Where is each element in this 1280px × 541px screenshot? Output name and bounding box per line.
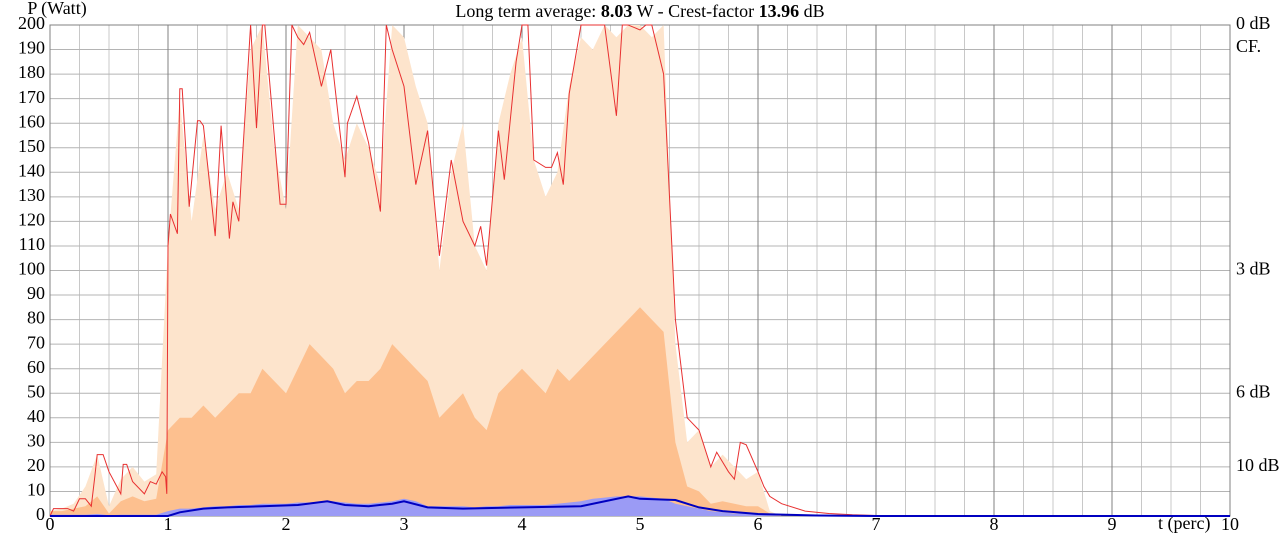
x-axis-label: t (perc)	[1158, 513, 1210, 534]
x-tick-label: 4	[518, 514, 527, 534]
right-tick-label: 10 dB	[1236, 455, 1280, 475]
title-part: dB	[799, 1, 825, 21]
area	[50, 496, 782, 516]
right-tick-label: 0 dB	[1236, 13, 1271, 33]
y-tick-label: 80	[27, 308, 45, 328]
y-tick-label: 0	[36, 504, 45, 524]
x-tick-label: 10	[1221, 514, 1239, 534]
y-tick-label: 140	[18, 160, 45, 180]
y-tick-label: 110	[19, 234, 45, 254]
labels: 0102030405060708090100110120130140150160…	[18, 13, 1280, 534]
y-tick-label: 20	[27, 455, 45, 475]
x-tick-label: 3	[400, 514, 409, 534]
y-tick-label: 120	[18, 210, 45, 230]
y-tick-label: 130	[18, 185, 45, 205]
y-tick-label: 160	[18, 111, 45, 131]
y-tick-label: 10	[27, 480, 45, 500]
y-tick-label: 180	[18, 62, 45, 82]
x-tick-label: 9	[1108, 514, 1117, 534]
y-tick-label: 70	[27, 332, 45, 352]
title-part: Long term average:	[455, 1, 600, 21]
plot	[49, 24, 1230, 517]
y-tick-label: 90	[27, 283, 45, 303]
x-tick-label: 5	[636, 514, 645, 534]
line	[49, 24, 1230, 517]
y-tick-label: 60	[27, 357, 45, 377]
chart-title: Long term average: 8.03 W - Crest-factor…	[455, 1, 824, 21]
y-axis-label: P (Watt)	[27, 0, 86, 19]
title-part: W - Crest-factor	[632, 1, 758, 21]
x-tick-label: 2	[282, 514, 291, 534]
x-tick-label: 7	[872, 514, 881, 534]
x-tick-label: 6	[754, 514, 763, 534]
y-tick-label: 40	[27, 406, 45, 426]
y-tick-label: 170	[18, 87, 45, 107]
right-axis-label: CF.	[1236, 36, 1261, 56]
y-tick-label: 50	[27, 381, 45, 401]
x-tick-label: 0	[46, 514, 55, 534]
area	[50, 307, 782, 516]
x-tick-label: 8	[990, 514, 999, 534]
title-part: 13.96	[759, 1, 800, 21]
y-tick-label: 190	[18, 38, 45, 58]
line	[50, 495, 1230, 517]
y-tick-label: 200	[18, 13, 45, 33]
title-part: 8.03	[601, 1, 633, 21]
y-tick-label: 150	[18, 136, 45, 156]
right-tick-label: 6 dB	[1236, 381, 1271, 401]
right-tick-label: 3 dB	[1236, 259, 1271, 279]
x-tick-label: 1	[164, 514, 173, 534]
y-tick-label: 30	[27, 430, 45, 450]
y-tick-label: 100	[18, 259, 45, 279]
